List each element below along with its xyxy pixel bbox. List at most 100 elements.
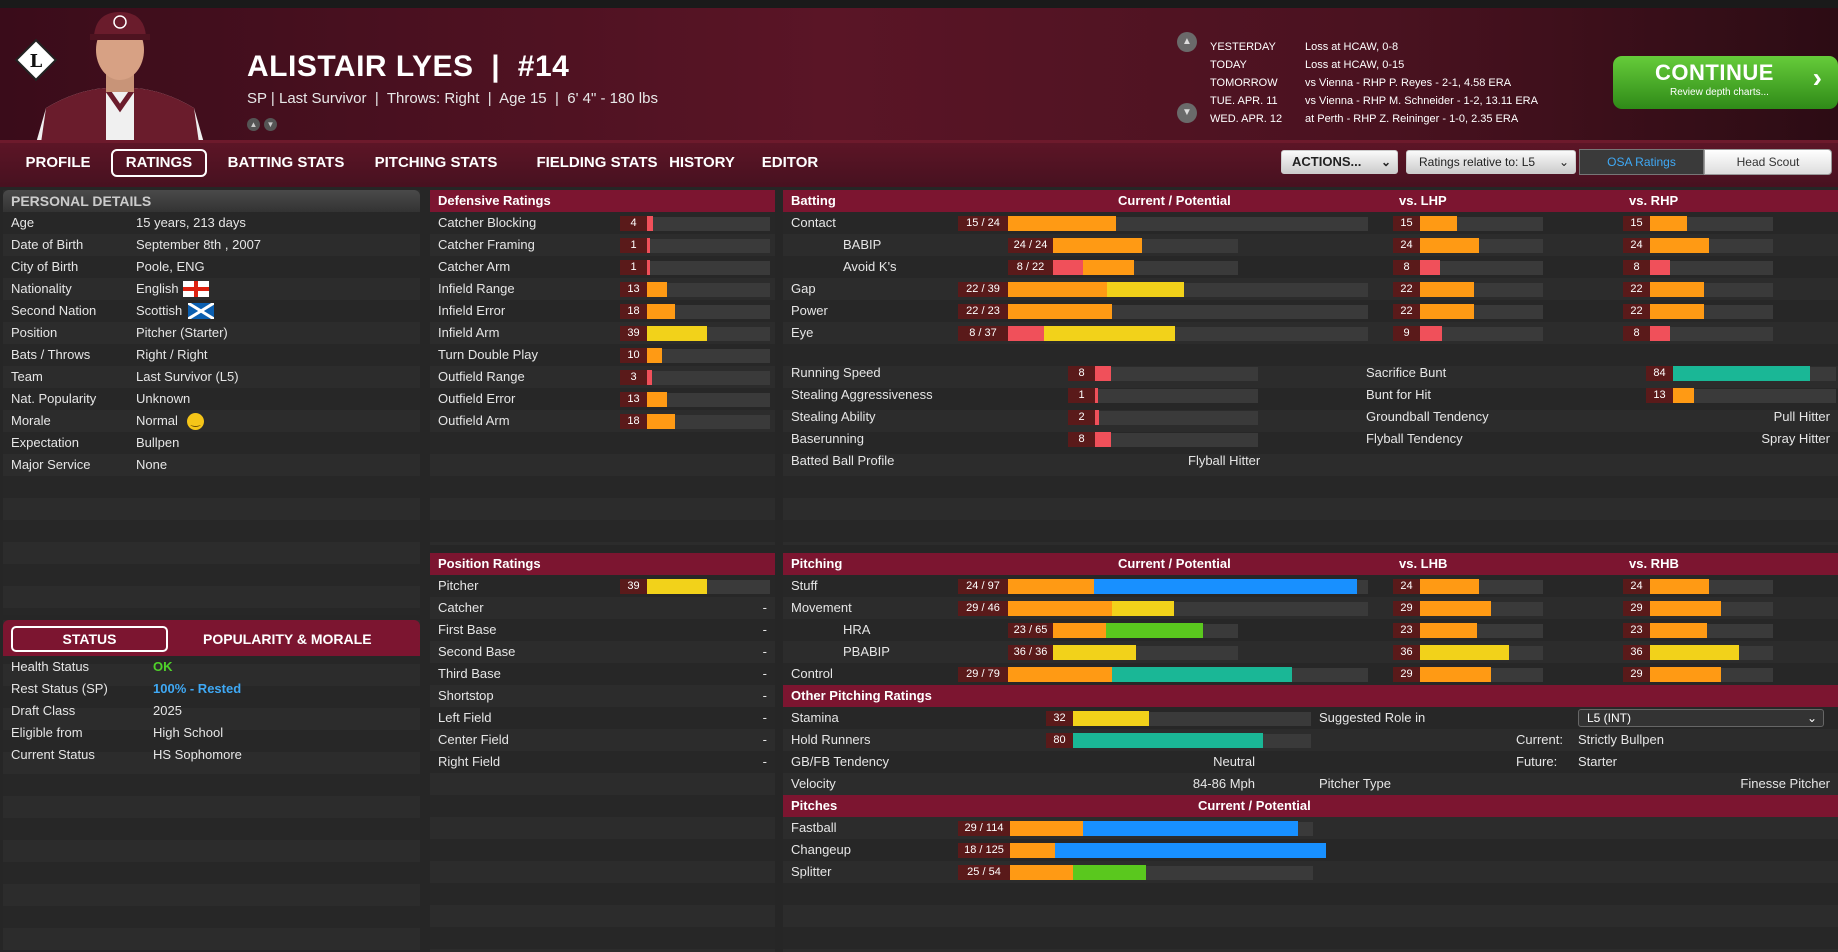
current-bar-fill (1053, 238, 1142, 253)
schedule-up-icon[interactable]: ▲ (1177, 32, 1197, 52)
vs-lhp-cell: 24 (1393, 234, 1543, 256)
rating-value: 80 (1046, 733, 1073, 748)
detail-label: Nat. Popularity (11, 391, 97, 406)
detail-value: Last Survivor (L5) (136, 369, 239, 384)
rating-label: Hold Runners (791, 732, 871, 747)
actions-dropdown[interactable]: ACTIONS... ⌄ (1281, 150, 1398, 174)
potential-bar-fill (1010, 843, 1326, 858)
tab-history[interactable]: HISTORY (669, 154, 735, 171)
continue-button[interactable]: CONTINUE Review depth charts... › (1613, 56, 1838, 109)
next-player-icon[interactable]: ▼ (264, 118, 277, 131)
status-row-draft-class: Draft Class 2025 (3, 700, 420, 722)
tab-profile[interactable]: PROFILE (25, 154, 91, 171)
role-future-value: Starter (1578, 754, 1618, 769)
other-pitching-row-stamina: Stamina 32 Suggested Role in L5 (INT) ⌄ (783, 707, 1838, 729)
schedule-row: WED. APR. 12 at Perth - RHP Z. Reininger … (1210, 113, 1538, 131)
rating-bar-fill (647, 414, 675, 429)
position-row-pitcher: Pitcher 39 (430, 575, 775, 597)
rating-value: 13 (1646, 388, 1673, 403)
position-value: - (762, 644, 767, 659)
rating-bar-fill (1095, 388, 1098, 403)
tab-editor[interactable]: EDITOR (761, 154, 819, 171)
chevron-right-icon: › (1812, 62, 1822, 93)
defensive-row-outfield-error: Outfield Error 13 (430, 388, 775, 410)
tab-status[interactable]: STATUS (11, 626, 168, 652)
schedule-down-icon[interactable]: ▼ (1177, 103, 1197, 123)
personal-row-nationality: Nationality English (3, 278, 420, 300)
running-row-running-speed: Running Speed 8 Sacrifice Bunt 84 (783, 362, 1838, 384)
other-pitching-row-velocity: Velocity 84-86 Mph Pitcher Type Finesse Pit… (783, 773, 1838, 795)
osa-ratings-toggle[interactable]: OSA Ratings (1579, 149, 1704, 175)
rating-current-potential: 29 / 114 (958, 821, 1010, 836)
other-pitching-row-gbfb: GB/FB Tendency Neutral Future: Starter (783, 751, 1838, 773)
position-label: Center Field (438, 732, 509, 747)
suggested-role-select[interactable]: L5 (INT) ⌄ (1578, 709, 1824, 727)
position-row-center-field: Center Field - (430, 729, 775, 751)
vs-lhp-cell: 9 (1393, 322, 1543, 344)
status-label: Health Status (11, 659, 90, 674)
other-cell: 84 (1646, 362, 1836, 384)
rating-text-value: Neutral (1213, 754, 1255, 769)
rating-value: 8 (1068, 432, 1095, 447)
schedule-row: TOMORROW vs Vienna - RHP P. Reyes - 2-1, … (1210, 77, 1538, 95)
position-ratings-title: Position Ratings (430, 553, 775, 575)
rating-value: 8 (1623, 260, 1650, 275)
rating-bar-fill (647, 326, 707, 341)
personal-row-expectation: Expectation Bullpen (3, 432, 420, 454)
tab-fielding-stats[interactable]: FIELDING STATS (536, 154, 658, 171)
tab-pitching-stats[interactable]: PITCHING STATS (374, 154, 498, 171)
rating-value: 4 (620, 216, 647, 231)
batting-row-power: Power 22 / 23 22 22 (783, 300, 1838, 322)
rating-bar-fill (1650, 304, 1705, 319)
tab-ratings[interactable]: RATINGS (111, 149, 207, 177)
schedule-info: Loss at HCAW, 0-15 (1305, 59, 1405, 71)
player-subtitle: SP | Last Survivor | Throws: Right | Age… (247, 90, 658, 107)
svg-text:L: L (30, 51, 43, 72)
rating-bar-fill (647, 348, 663, 363)
rating-bar-fill (1420, 304, 1475, 319)
position-row-second-base: Second Base - (430, 641, 775, 663)
vs-rhp-cell: 22 (1623, 300, 1773, 322)
rating-bar-fill (1650, 326, 1670, 341)
position-value: - (762, 666, 767, 681)
rating-value: 36 (1393, 645, 1420, 660)
current-bar-fill (1010, 821, 1084, 836)
rating-current-potential: 29 / 79 (958, 667, 1008, 682)
tab-batting-stats[interactable]: BATTING STATS (227, 154, 345, 171)
rating-bar-track (620, 371, 770, 385)
rating-value: 84 (1646, 366, 1673, 381)
position-row-third-base: Third Base - (430, 663, 775, 685)
rating-label: Velocity (791, 776, 836, 791)
detail-label: Second Nation (11, 303, 97, 318)
position-label: Third Base (438, 666, 501, 681)
rating-bar-fill (1095, 432, 1112, 447)
detail-label: Bats / Throws (11, 347, 91, 362)
rating-bar-fill (647, 304, 675, 319)
ratings-relative-select[interactable]: Ratings relative to: L5 ⌄ (1406, 150, 1576, 174)
rating-value: 29 (1623, 601, 1650, 616)
previous-player-icon[interactable]: ▲ (247, 118, 260, 131)
rating-label: Outfield Arm (438, 413, 510, 428)
head-scout-toggle[interactable]: Head Scout (1704, 149, 1832, 175)
schedule-row: TUE. APR. 11 vs Vienna - RHP M. Schneider… (1210, 95, 1538, 113)
defensive-ratings-panel: Defensive Ratings Catcher Blocking 4 Catch… (430, 190, 775, 545)
vs-rhb-cell: 36 (1623, 641, 1773, 663)
pitching-header: Pitching Current / Potential vs. LHB vs.… (783, 553, 1838, 575)
schedule-info: at Perth - RHP Z. Reininger - 1-0, 2.35 … (1305, 113, 1519, 125)
vs-rhb-cell: 29 (1623, 663, 1773, 685)
batting-header: Batting Current / Potential vs. LHP vs. … (783, 190, 1838, 212)
rating-label: Stealing Ability (791, 409, 876, 424)
player-name: ALISTAIR LYES | #14 (247, 50, 570, 83)
vs-lhb-cell: 36 (1393, 641, 1543, 663)
detail-label: Age (11, 215, 35, 230)
pitcher-type-value: Finesse Pitcher (1740, 776, 1830, 791)
tab-popularity-morale[interactable]: POPULARITY & MORALE (203, 631, 372, 647)
rating-value: 22 (1393, 282, 1420, 297)
rating-bar-fill (1650, 667, 1722, 682)
defensive-row-infield-range: Infield Range 13 (430, 278, 775, 300)
position-value: - (762, 688, 767, 703)
rating-value: 1 (620, 260, 647, 275)
status-value: High School (153, 725, 224, 740)
pitch-row-changeup: Changeup 18 / 125 (783, 839, 1838, 861)
rating-bar-fill (1650, 260, 1670, 275)
